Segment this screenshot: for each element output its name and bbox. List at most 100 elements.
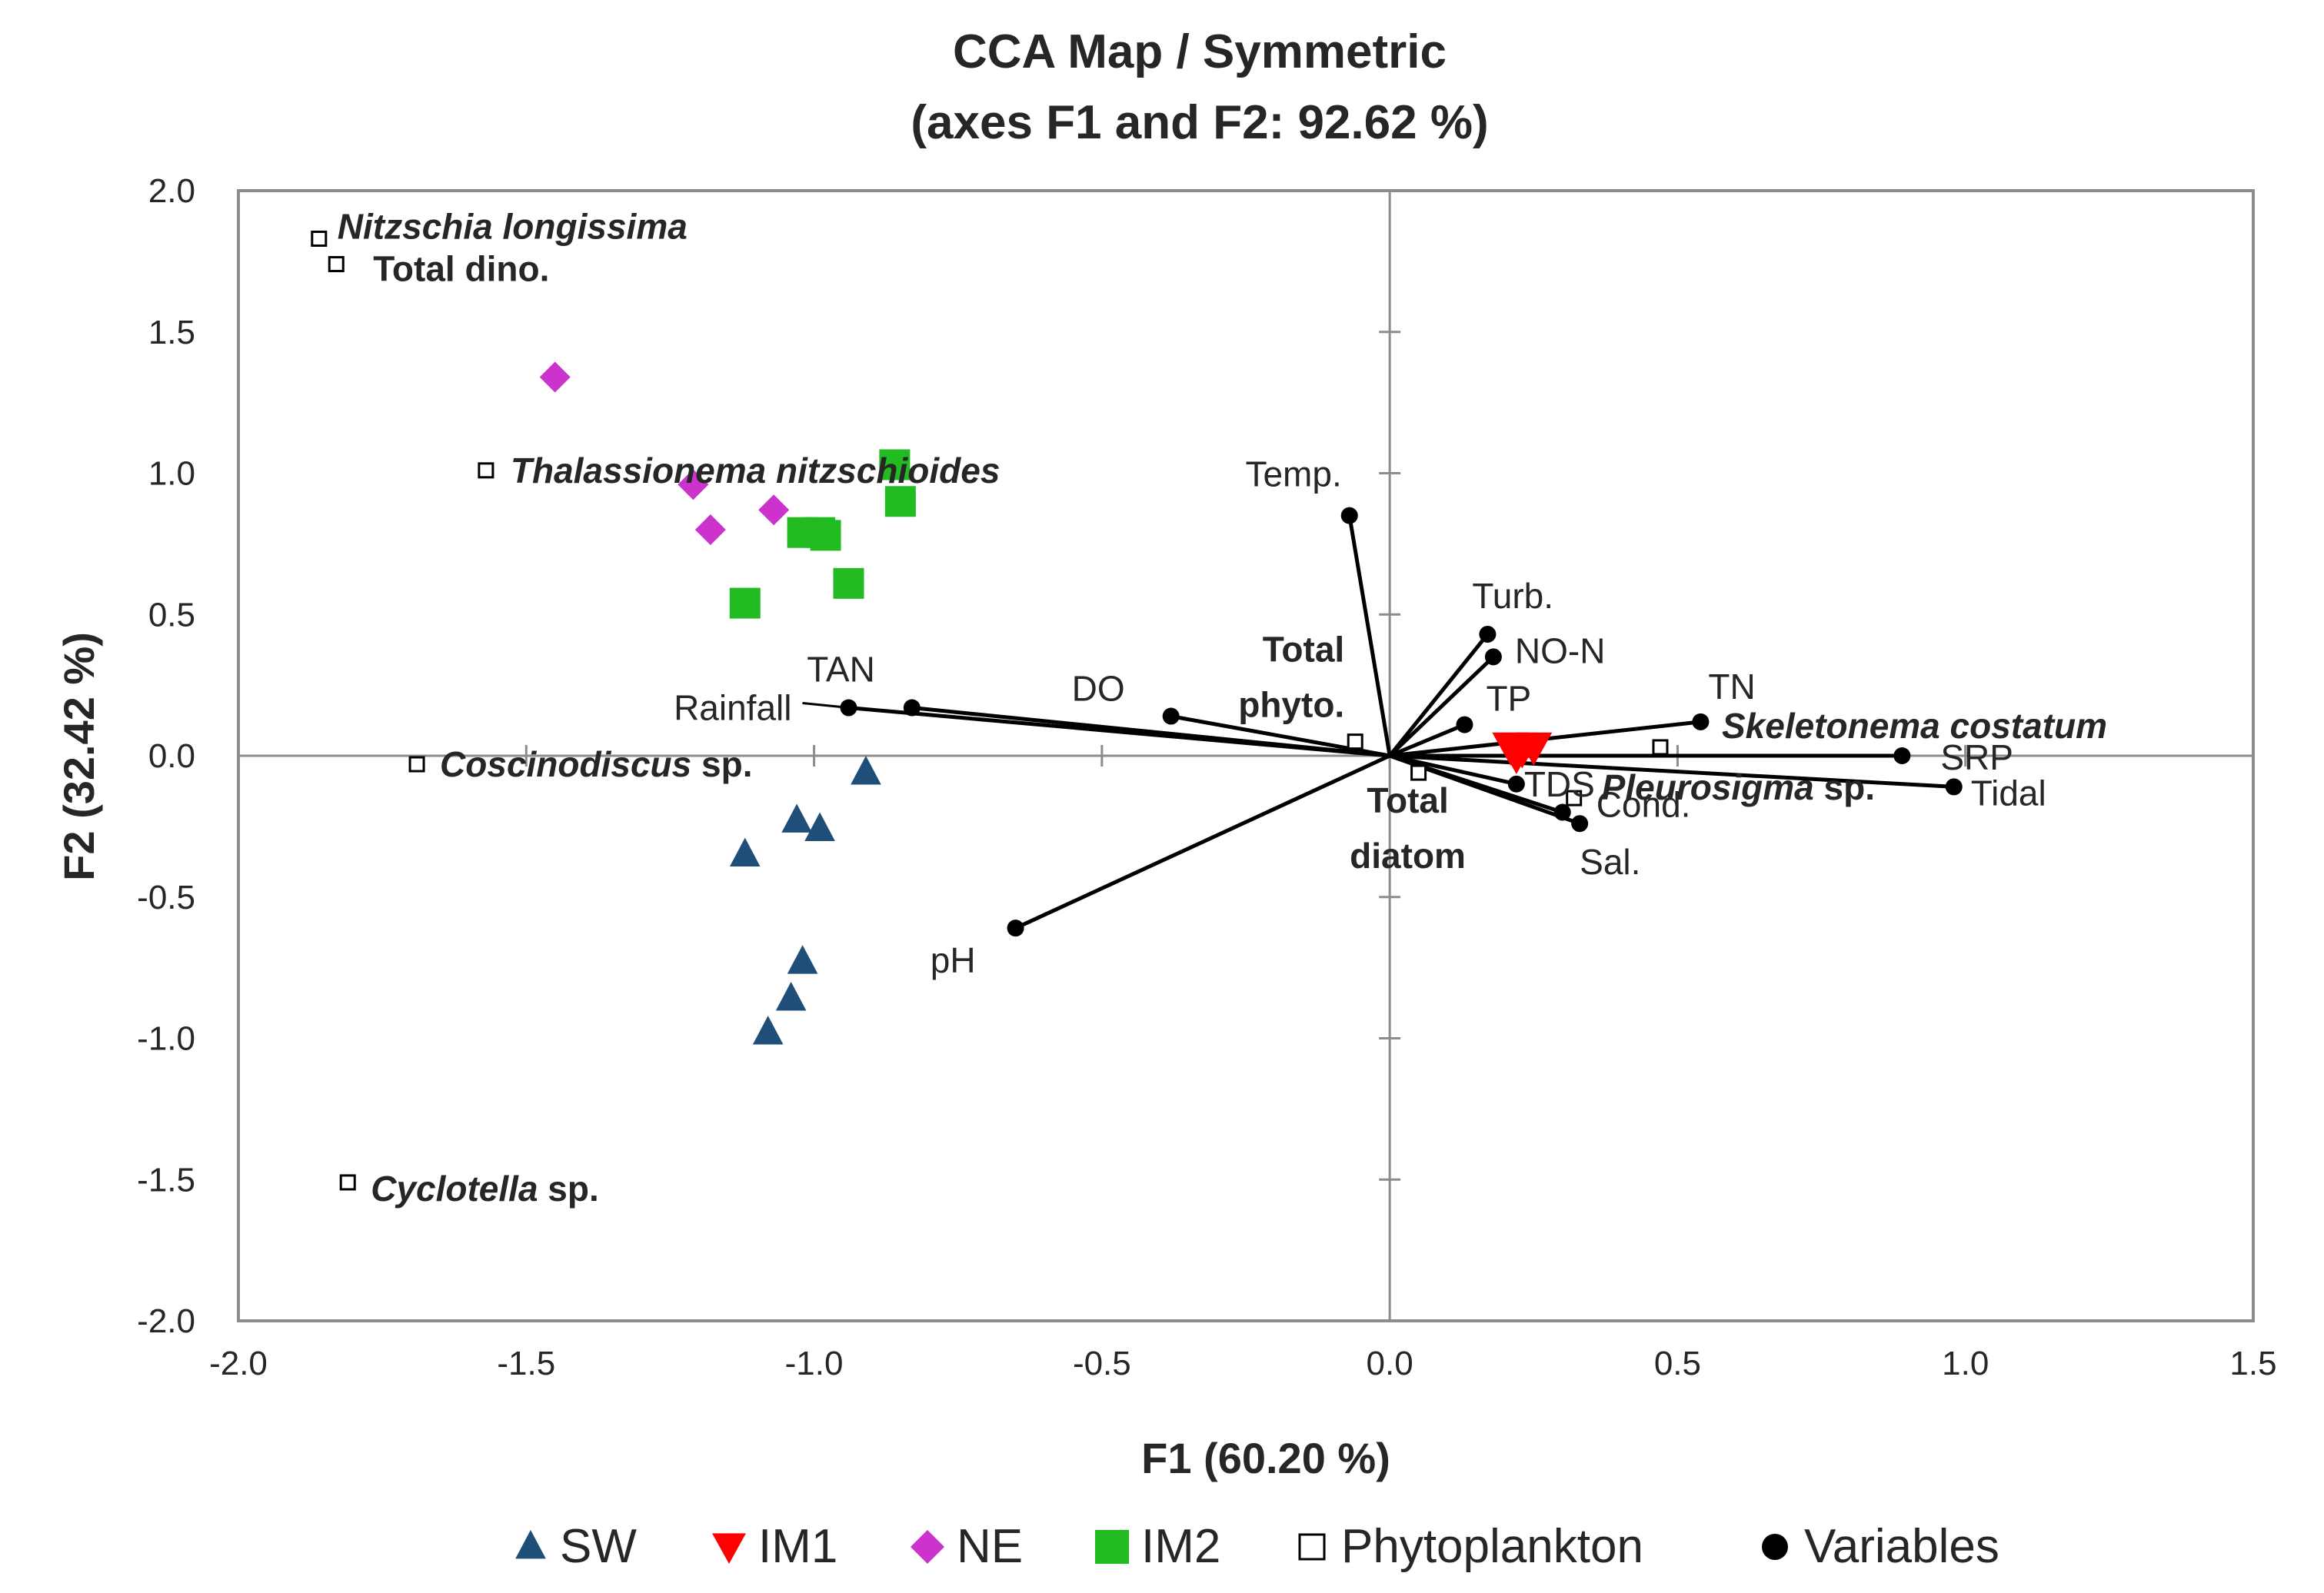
variable-point [1571,815,1589,833]
variable-point [1692,713,1710,730]
sw-point [775,982,807,1011]
legend-ne: NE [911,1520,1023,1573]
y-axis-title: F2 (32.42 %) [55,632,103,881]
variable-label: DO [1072,669,1125,709]
legend-im2: IM2 [1095,1520,1220,1573]
variable-label: NO-N [1515,630,1606,670]
sw-point [752,1016,784,1045]
im1-point [1497,740,1535,774]
variable-vector [848,706,1390,758]
im2-point [810,520,841,551]
variable-vector [1347,515,1392,757]
phytoplankton-point [1410,764,1427,781]
variable-point [1945,778,1963,796]
variable-label: TAN [807,650,875,690]
variable-label: SRP [1940,737,2013,777]
x-tick-label: -0.5 [1073,1345,1131,1382]
x-tick-label: 1.0 [1942,1345,1989,1382]
x-tick-label: 0.5 [1654,1345,1701,1382]
phytoplankton-label: Nitzschia longissima [338,206,688,246]
phytoplankton-label: Pleurosigma sp. [1602,767,1875,807]
phytoplankton-point [1652,739,1669,756]
phytoplankton-point [328,256,345,273]
legend-im1-marker [712,1533,746,1564]
legend-phytoplankton-marker [1298,1533,1326,1561]
variable-point [1893,747,1911,764]
variable-point [1553,803,1571,821]
phytoplankton-point [339,1174,356,1191]
legend-ne-marker [911,1530,944,1564]
variable-label: Rainfall [674,688,791,728]
variable-label: Turb. [1472,576,1553,616]
y-tick-label: -0.5 [137,879,195,916]
y-tick-label: -1.5 [137,1161,195,1199]
sw-point [787,945,818,974]
sw-point [804,812,835,841]
variable-point [1507,775,1525,793]
variable-label: TP [1486,679,1531,719]
variable-vector [1388,633,1490,757]
chart-subtitle: (axes F1 and F2: 92.62 %) [911,96,1488,149]
x-tick-label: -1.0 [785,1345,844,1382]
phytoplankton-point [408,756,425,773]
phytoplankton-label: Total dino. [373,249,549,289]
plot-area: -2.0 -1.5 -1.0 -0.5 0.0 0.5 1.0 1.5 -2.0 -1.5 -1.0… [137,172,2276,1382]
chart-legend: SW IM1 NE IM2 Phytoplankton Variables [515,1520,1999,1573]
legend-sw: SW [515,1520,637,1573]
y-tick-label: -2.0 [137,1302,195,1340]
y-tick-label: 1.5 [148,314,195,351]
y-tick-label: 2.0 [148,172,195,210]
ne-point [758,494,790,526]
ne-point [678,469,709,501]
y-tick-label: 0.0 [148,737,195,775]
variable-point [1484,648,1502,666]
legend-im1-label: IM1 [758,1520,837,1573]
variable-point [1456,716,1473,733]
variable-vector [1014,753,1391,930]
legend-sw-marker [515,1530,546,1559]
phytoplankton-label: Total phyto. [1238,630,1344,725]
ne-point [539,361,571,393]
variable-label: Tidal [1971,773,2046,813]
x-tick-label: -1.5 [497,1345,555,1382]
im1-point [1515,732,1553,766]
y-tick-label: 1.0 [148,455,195,493]
im2-point [879,449,911,481]
variable-point [903,699,921,717]
ne-point [694,514,726,545]
x-axis-title: F1 (60.20 %) [1141,1434,1390,1482]
legend-im2-marker [1095,1530,1129,1564]
phytoplankton-point [1347,733,1363,750]
variable-point [1007,920,1024,937]
y-tick-label: -1.0 [137,1020,195,1058]
variable-point [1340,507,1358,524]
legend-im1: IM1 [712,1520,837,1573]
variable-label: TDS [1524,764,1595,804]
variable-vector [1390,753,1954,789]
legend-variables-marker [1762,1534,1788,1560]
legend-phytoplankton: Phytoplankton [1298,1520,1643,1573]
variable-label: Sal. [1580,842,1640,882]
legend-sw-label: SW [560,1520,637,1573]
variable-vector [1389,753,1517,787]
variable-label: Cond. [1597,785,1691,825]
variable-label: pH [931,940,976,980]
phytoplankton-point [311,230,328,247]
legend-ne-label: NE [957,1520,1023,1573]
im2-point [884,486,916,517]
phytoplankton-label: Cyclotella sp. [371,1169,599,1209]
phytoplankton-point [1566,790,1583,806]
variable-label: Temp. [1245,454,1341,494]
legend-im2-label: IM2 [1141,1520,1220,1573]
x-tick-label: 0.0 [1367,1345,1413,1382]
im2-point [729,587,761,619]
variable-label: TN [1708,667,1755,707]
phytoplankton-label: Skeletonema costatum [1722,706,2107,746]
legend-variables-label: Variables [1804,1520,1999,1573]
variable-point [840,699,857,717]
legend-phytoplankton-label: Phytoplankton [1341,1520,1643,1573]
sw-point [781,803,812,833]
phytoplankton-label: Thalassionema nitzschioides [511,451,1001,491]
sw-point [851,756,881,785]
sw-point [729,837,761,867]
